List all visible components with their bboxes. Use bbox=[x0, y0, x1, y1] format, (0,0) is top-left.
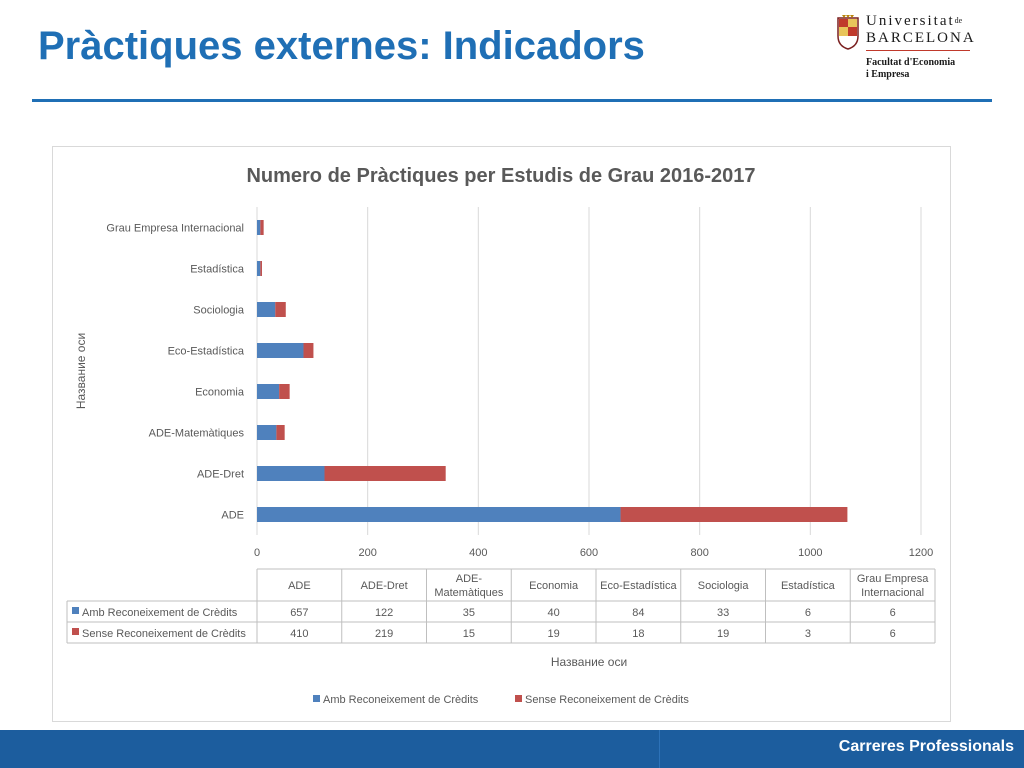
bar-sense-6 bbox=[260, 261, 262, 276]
logo-faculty: Facultat d'Economia i Empresa bbox=[866, 57, 955, 81]
x-axis-title: Название оси bbox=[551, 655, 627, 669]
bar-sense-0 bbox=[620, 507, 848, 522]
bar-sense-2 bbox=[276, 425, 285, 440]
x-tick-label: 0 bbox=[254, 547, 260, 559]
slide-title: Pràctiques externes: Indicadors bbox=[38, 24, 645, 68]
table-cell: 18 bbox=[632, 628, 644, 640]
title-divider bbox=[32, 99, 992, 102]
logo-line1: Universitat bbox=[866, 13, 955, 29]
table-cell: 6 bbox=[805, 607, 811, 619]
y-tick-label: ADE-Matemàtiques bbox=[149, 428, 245, 440]
bar-sense-3 bbox=[279, 384, 290, 399]
table-header: Estadística bbox=[781, 580, 836, 592]
table-cell: 40 bbox=[548, 607, 560, 619]
table-cell: 410 bbox=[290, 628, 308, 640]
chart-frame: Numero de Pràctiques per Estudis de Grau… bbox=[52, 146, 951, 722]
bar-amb-3 bbox=[257, 384, 280, 399]
university-crest-icon bbox=[837, 15, 859, 50]
logo-divider bbox=[866, 50, 970, 51]
table-series-label: Sense Reconeixement de Crèdits bbox=[82, 628, 246, 640]
footer-label: Carreres Professionals bbox=[838, 738, 1014, 755]
legend-label: Amb Reconeixement de Crèdits bbox=[323, 694, 479, 706]
table-cell: 15 bbox=[463, 628, 475, 640]
table-cell: 84 bbox=[632, 607, 644, 619]
table-series-key bbox=[72, 628, 79, 635]
logo-faculty-line1: Facultat d'Economia bbox=[866, 57, 956, 68]
university-logo: Universitatde BARCELONA Facultat d'Econo… bbox=[836, 12, 986, 92]
legend-swatch bbox=[515, 695, 522, 702]
table-cell: 3 bbox=[805, 628, 811, 640]
table-header: ADE bbox=[288, 580, 311, 592]
table-series-key bbox=[72, 607, 79, 614]
x-tick-label: 400 bbox=[469, 547, 487, 559]
table-cell: 122 bbox=[375, 607, 393, 619]
bar-sense-4 bbox=[303, 343, 314, 358]
bar-amb-4 bbox=[257, 343, 304, 358]
x-tick-label: 1000 bbox=[798, 547, 822, 559]
table-header: Grau Empresa bbox=[857, 573, 929, 585]
table-header: Economia bbox=[529, 580, 579, 592]
table-cell: 657 bbox=[290, 607, 308, 619]
table-header: Internacional bbox=[861, 587, 924, 599]
bar-sense-7 bbox=[260, 220, 264, 235]
y-tick-label: Grau Empresa Internacional bbox=[106, 223, 244, 235]
table-series-label: Amb Reconeixement de Crèdits bbox=[82, 607, 238, 619]
logo-line2: BARCELONA bbox=[866, 30, 976, 46]
bar-amb-0 bbox=[257, 507, 621, 522]
logo-line1-suffix: de bbox=[954, 16, 963, 25]
table-cell: 19 bbox=[548, 628, 560, 640]
x-tick-label: 1200 bbox=[909, 547, 933, 559]
chart-title: Numero de Pràctiques per Estudis de Grau… bbox=[246, 165, 755, 187]
table-header: Sociologia bbox=[698, 580, 750, 592]
y-tick-label: Economia bbox=[195, 387, 245, 399]
bar-sense-1 bbox=[324, 466, 446, 481]
y-tick-label: ADE-Dret bbox=[197, 469, 244, 481]
table-header: ADE- bbox=[456, 573, 483, 585]
bar-amb-6 bbox=[257, 261, 261, 276]
footer-divider bbox=[659, 730, 660, 768]
table-header: ADE-Dret bbox=[361, 580, 408, 592]
table-cell: 35 bbox=[463, 607, 475, 619]
logo-faculty-line2: i Empresa bbox=[866, 69, 910, 80]
table-cell: 6 bbox=[890, 628, 896, 640]
y-tick-label: ADE bbox=[221, 510, 244, 522]
bar-amb-7 bbox=[257, 220, 261, 235]
table-header: Matemàtiques bbox=[434, 587, 504, 599]
table-cell: 19 bbox=[717, 628, 729, 640]
bar-amb-1 bbox=[257, 466, 325, 481]
bar-amb-5 bbox=[257, 302, 276, 317]
legend-label: Sense Reconeixement de Crèdits bbox=[525, 694, 689, 706]
bar-chart: Numero de Pràctiques per Estudis de Grau… bbox=[66, 165, 936, 706]
table-cell: 33 bbox=[717, 607, 729, 619]
table-cell: 6 bbox=[890, 607, 896, 619]
y-axis-title: Название оси bbox=[74, 333, 88, 409]
x-tick-label: 800 bbox=[690, 547, 708, 559]
x-tick-label: 200 bbox=[358, 547, 376, 559]
x-tick-label: 600 bbox=[580, 547, 598, 559]
y-tick-label: Estadística bbox=[190, 264, 245, 276]
bar-amb-2 bbox=[257, 425, 277, 440]
y-tick-label: Eco-Estadística bbox=[168, 346, 245, 358]
bar-sense-5 bbox=[275, 302, 286, 317]
y-tick-label: Sociologia bbox=[193, 305, 245, 317]
table-cell: 219 bbox=[375, 628, 393, 640]
legend-swatch bbox=[313, 695, 320, 702]
footer-bar: Carreres Professionals bbox=[0, 730, 1024, 768]
table-header: Eco-Estadística bbox=[600, 580, 677, 592]
